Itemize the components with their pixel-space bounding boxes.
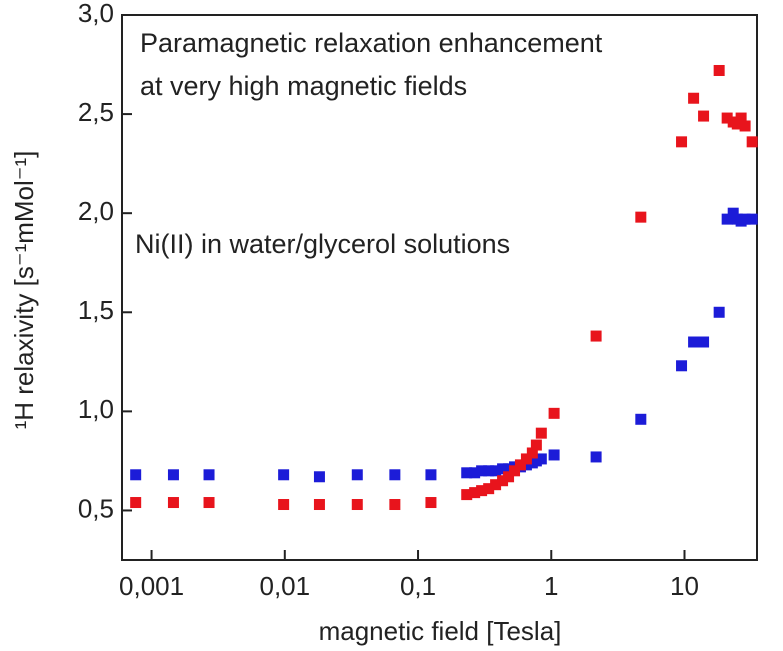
data-point bbox=[497, 475, 509, 487]
data-point bbox=[425, 497, 437, 509]
data-point bbox=[490, 479, 502, 491]
data-point bbox=[203, 497, 215, 509]
data-point bbox=[483, 465, 495, 477]
data-point bbox=[635, 211, 647, 223]
data-point bbox=[520, 459, 532, 471]
y-tick-label: 1,0 bbox=[78, 394, 114, 424]
data-point bbox=[746, 136, 758, 148]
x-tick-label: 10 bbox=[670, 571, 699, 601]
x-tick-label: 1 bbox=[544, 571, 558, 601]
data-point bbox=[526, 447, 538, 459]
data-point bbox=[476, 485, 488, 497]
plot-frame bbox=[121, 14, 758, 561]
data-point bbox=[590, 330, 602, 342]
data-point bbox=[351, 499, 363, 511]
data-point bbox=[514, 459, 526, 471]
data-point bbox=[509, 465, 521, 477]
x-tick-label: 0,001 bbox=[119, 571, 184, 601]
data-point bbox=[483, 483, 495, 495]
y-tick-label: 1,5 bbox=[78, 295, 114, 325]
y-axis-label: ¹H relaxivity [s⁻¹mMol⁻¹] bbox=[9, 151, 39, 430]
y-tick-label: 2,5 bbox=[78, 97, 114, 127]
data-point bbox=[351, 469, 363, 481]
data-point bbox=[469, 467, 481, 479]
data-point bbox=[548, 449, 560, 461]
data-point bbox=[497, 463, 509, 475]
data-point bbox=[203, 469, 215, 481]
data-point bbox=[167, 469, 179, 481]
data-point bbox=[389, 499, 401, 511]
data-point bbox=[676, 136, 688, 148]
data-point bbox=[520, 453, 532, 465]
data-point bbox=[130, 469, 142, 481]
data-point bbox=[167, 497, 179, 509]
data-point bbox=[731, 118, 743, 130]
annotation: at very high magnetic fields bbox=[140, 71, 467, 101]
data-point bbox=[548, 407, 560, 419]
data-point bbox=[739, 213, 751, 225]
annotation: Paramagnetic relaxation enhancement bbox=[140, 28, 603, 58]
data-point bbox=[313, 499, 325, 511]
data-point bbox=[469, 487, 481, 499]
data-point bbox=[735, 112, 747, 124]
data-point bbox=[530, 439, 542, 451]
data-point bbox=[590, 451, 602, 463]
data-point bbox=[461, 489, 473, 501]
y-tick-label: 3,0 bbox=[78, 0, 114, 28]
x-tick-label: 0,01 bbox=[259, 571, 310, 601]
data-point bbox=[425, 469, 437, 481]
data-point bbox=[278, 499, 290, 511]
data-point bbox=[739, 120, 751, 132]
data-point bbox=[130, 497, 142, 509]
data-point bbox=[635, 413, 647, 425]
data-point bbox=[727, 207, 739, 219]
data-point bbox=[688, 336, 700, 348]
data-point bbox=[713, 306, 725, 318]
data-point bbox=[490, 465, 502, 477]
data-point bbox=[535, 427, 547, 439]
data-point bbox=[721, 112, 733, 124]
data-point bbox=[389, 469, 401, 481]
data-point bbox=[503, 471, 515, 483]
x-axis-label: magnetic field [Tesla] bbox=[319, 616, 562, 646]
data-point bbox=[721, 213, 733, 225]
data-point bbox=[503, 463, 515, 475]
data-point bbox=[535, 453, 547, 465]
data-point bbox=[278, 469, 290, 481]
data-point bbox=[676, 360, 688, 372]
y-tick-label: 2,0 bbox=[78, 196, 114, 226]
data-point bbox=[698, 110, 710, 122]
x-tick-label: 0,1 bbox=[400, 571, 436, 601]
data-point bbox=[313, 471, 325, 483]
data-point bbox=[476, 465, 488, 477]
data-point bbox=[688, 92, 700, 104]
data-point bbox=[746, 213, 758, 225]
annotation: Ni(II) in water/glycerol solutions bbox=[135, 229, 510, 259]
data-point bbox=[461, 467, 473, 479]
y-tick-label: 0,5 bbox=[78, 493, 114, 523]
data-point bbox=[698, 336, 710, 348]
data-point bbox=[713, 64, 725, 76]
